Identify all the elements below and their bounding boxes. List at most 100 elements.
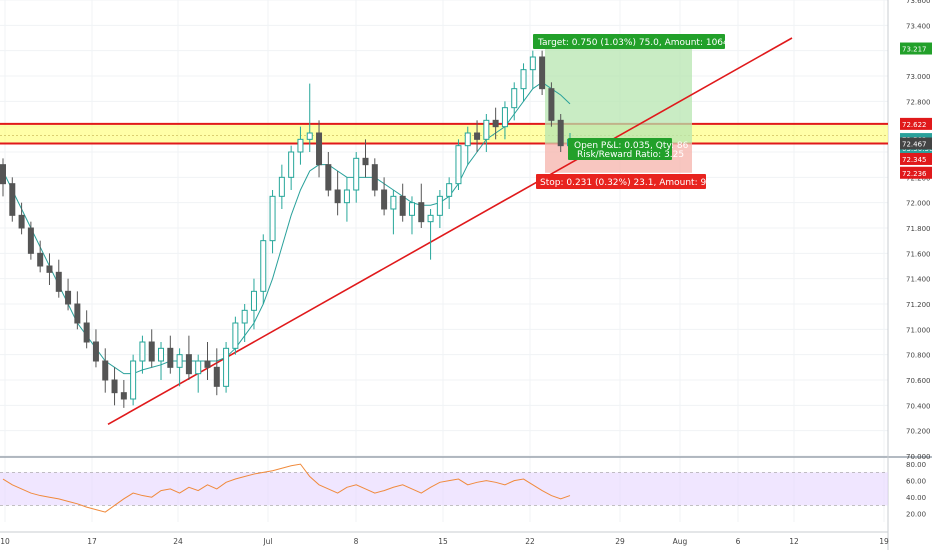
price-badge: 72.236 (902, 170, 927, 178)
date-tick-label: 24 (173, 537, 183, 546)
candle-body (55, 271, 62, 292)
candle-body (464, 132, 471, 147)
price-tick-label: 72.800 (906, 98, 931, 106)
price-badge-bg (900, 137, 932, 150)
candle-body (390, 195, 397, 210)
rsi-tick-label: 60.00 (906, 478, 926, 486)
price-badge-bg (900, 166, 932, 179)
date-axis[interactable]: 10 17 24 Jul 8 15 22 29 Aug 6 12 19 (0, 531, 889, 546)
rsi-tick-label: 40.00 (906, 494, 926, 502)
candle-body (18, 214, 25, 229)
candle-body (501, 107, 508, 128)
candle-body (0, 164, 6, 185)
price-tick-label: 70.000 (906, 453, 931, 461)
rsi-tick-label: 20.00 (906, 511, 926, 519)
candle-body (102, 360, 109, 381)
candle-body (27, 227, 34, 254)
price-tick-label: 72.000 (906, 200, 931, 208)
candle-body (130, 360, 137, 400)
rsi-tick-label: 80.00 (906, 461, 926, 469)
pnl-label-bg (568, 138, 672, 160)
price-badge: 72.467 (902, 141, 927, 149)
candle-body (232, 322, 239, 349)
price-badge: 73.217 (902, 46, 927, 54)
date-tick-label: Aug (673, 537, 688, 546)
date-tick-label: 22 (525, 537, 535, 546)
candle-body (353, 157, 360, 191)
candle-body (325, 164, 332, 191)
price-tick-label: 70.200 (906, 428, 931, 436)
position-labels: Target: 0.750 (1.03%) 75.0, Amount: 1064… (533, 34, 737, 189)
date-tick-label: 12 (789, 537, 799, 546)
candle-body (250, 290, 257, 311)
candle-body (427, 214, 434, 223)
date-tick-label: 8 (354, 537, 359, 546)
candle-body (316, 132, 323, 166)
candle-body (269, 195, 276, 242)
price-badge: 72.345 (902, 156, 927, 164)
price-axis-bg (889, 0, 932, 456)
date-tick-label: 15 (438, 537, 448, 546)
candle-body (92, 341, 99, 362)
candle-body (46, 265, 53, 273)
stop-label: Stop: 0.231 (0.32%) 23.1, Amount: 980.13 (540, 178, 732, 188)
zone-fill[interactable] (0, 123, 888, 144)
price-tick-label: 71.800 (906, 225, 931, 233)
candle-body (371, 164, 378, 191)
candle-body (446, 183, 453, 197)
price-tick-label: 73.600 (906, 0, 931, 5)
candle-body (381, 189, 388, 210)
candle-body (278, 176, 285, 197)
candle-body (167, 347, 174, 368)
target-zone[interactable] (545, 48, 692, 144)
date-tick-label: 19 (879, 537, 889, 546)
candle-body (306, 132, 313, 140)
candle-body (548, 88, 555, 121)
rsi-band (0, 472, 888, 506)
candle-body (74, 303, 81, 324)
date-tick-label: 17 (87, 537, 97, 546)
price-axis[interactable]: 73.60073.40073.20073.00072.80072.60072.4… (889, 0, 932, 461)
price-tick-label: 71.200 (906, 301, 931, 309)
risk-reward-label: Risk/Reward Ratio: 3.25 (577, 150, 684, 160)
candle-body (418, 202, 425, 223)
trendline-segment[interactable] (107, 37, 793, 426)
candle-body (436, 195, 443, 216)
price-badge-bg (900, 117, 932, 130)
rsi-pane[interactable]: 80.00 60.00 40.00 20.00 (0, 461, 926, 519)
date-tick-label: 29 (615, 537, 625, 546)
candle-body (362, 157, 369, 166)
date-tick-label: 6 (736, 537, 741, 546)
price-tick-label: 71.000 (906, 326, 931, 334)
candle-body (455, 145, 462, 185)
candle-body (539, 56, 546, 90)
price-tick-label: 71.600 (906, 250, 931, 258)
candle-body (399, 195, 406, 216)
target-label: Target: 0.750 (1.03%) 75.0, Amount: 1064… (537, 38, 737, 48)
pnl-label: Open P&L: 0.035, Qty: 86 (574, 141, 689, 151)
support-resistance-zone[interactable] (0, 122, 888, 145)
candlestick-series (0, 50, 573, 408)
candle-body (408, 202, 415, 216)
candle-body (288, 151, 295, 178)
price-tick-label: 70.400 (906, 402, 931, 410)
candle-body (176, 354, 183, 368)
trendline[interactable] (107, 37, 793, 426)
candle-body (529, 56, 536, 71)
target-label-bg (533, 34, 725, 49)
candle-body (557, 119, 564, 147)
price-tick-label: 70.800 (906, 352, 931, 360)
candle-body (492, 119, 499, 128)
price-badge: 72.622 (902, 121, 927, 129)
price-tick-label: 73.400 (906, 22, 931, 30)
candle-body (83, 322, 90, 343)
candle-body (223, 347, 230, 387)
candle-body (111, 379, 118, 394)
candle-body (148, 341, 155, 362)
candle-body (139, 341, 146, 362)
price-badge-bg (900, 42, 932, 55)
candle-body (297, 138, 304, 153)
candle-body (520, 69, 527, 90)
price-tick-label: 71.400 (906, 276, 931, 284)
